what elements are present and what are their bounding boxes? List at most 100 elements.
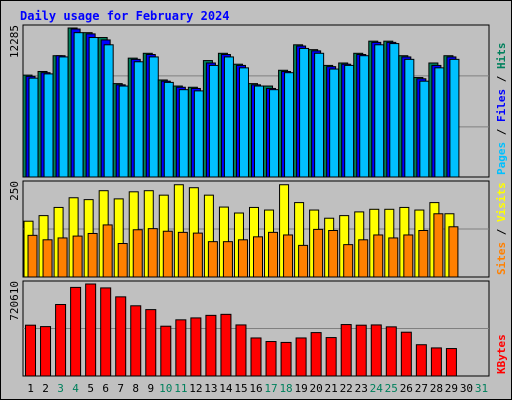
- bar-sites-day-25: [388, 237, 399, 278]
- x-tick-label-8: 8: [132, 382, 139, 395]
- bar-pages-day-6: [103, 44, 114, 178]
- legend-part-hits-files-pages-1: /: [495, 122, 508, 142]
- legend-part-hits-files-pages-0: Pages: [495, 142, 508, 175]
- bar-kbytes-day-7: [115, 296, 127, 377]
- bar-pages-day-1: [28, 77, 39, 178]
- bar-kbytes-day-2: [40, 326, 52, 377]
- x-tick-label-25: 25: [385, 382, 398, 395]
- x-tick-label-11: 11: [174, 382, 187, 395]
- bar-pages-day-11: [178, 89, 189, 178]
- x-tick-label-27: 27: [415, 382, 428, 395]
- bar-pages-day-7: [118, 85, 129, 178]
- bar-kbytes-day-1: [25, 324, 37, 377]
- bar-sites-day-27: [418, 230, 429, 278]
- bar-kbytes-day-29: [445, 348, 457, 377]
- bar-sites-day-4: [72, 235, 83, 278]
- x-tick-label-2: 2: [42, 382, 49, 395]
- chart-title: Daily usage for February 2024: [20, 9, 230, 23]
- scale-label-kbytes: 720610: [8, 281, 21, 321]
- bar-kbytes-day-12: [190, 317, 202, 377]
- bar-sites-day-26: [403, 234, 414, 278]
- bar-sites-day-9: [147, 228, 158, 278]
- x-tick-label-29: 29: [445, 382, 458, 395]
- bar-pages-day-13: [208, 64, 219, 178]
- x-tick-label-10: 10: [159, 382, 172, 395]
- bar-pages-day-15: [238, 67, 249, 178]
- legend-part-visits-sites-1: /: [495, 222, 508, 242]
- x-tick-label-14: 14: [219, 382, 233, 395]
- x-tick-label-15: 15: [234, 382, 247, 395]
- legend-part-hits-files-pages-3: /: [495, 69, 508, 89]
- x-tick-label-23: 23: [355, 382, 368, 395]
- x-tick-label-4: 4: [72, 382, 79, 395]
- bar-kbytes-day-28: [430, 347, 442, 377]
- bar-kbytes-day-14: [220, 313, 232, 377]
- bar-sites-day-1: [27, 234, 38, 278]
- bar-sites-day-29: [448, 226, 459, 278]
- bar-pages-day-27: [419, 80, 430, 178]
- bar-pages-day-16: [254, 85, 264, 178]
- x-tick-label-5: 5: [87, 382, 94, 395]
- bar-pages-day-5: [88, 37, 99, 178]
- bar-sites-day-12: [192, 232, 203, 278]
- scale-label-visits-sites: 250: [8, 181, 21, 201]
- bar-kbytes-day-16: [250, 337, 262, 377]
- bar-sites-day-24: [373, 234, 384, 278]
- bar-kbytes-day-13: [205, 314, 217, 377]
- bar-sites-day-2: [42, 239, 53, 278]
- x-tick-label-19: 19: [294, 382, 307, 395]
- legend-kbytes: KBytes: [495, 334, 508, 374]
- bar-kbytes-day-15: [235, 324, 247, 377]
- bar-pages-day-12: [193, 90, 204, 178]
- bar-kbytes-day-20: [310, 332, 322, 377]
- bar-sites-day-20: [313, 228, 324, 278]
- x-tick-label-26: 26: [400, 382, 413, 395]
- bar-kbytes-day-11: [175, 319, 187, 377]
- bar-kbytes-day-3: [55, 304, 67, 377]
- bar-kbytes-day-22: [340, 324, 352, 377]
- x-tick-label-22: 22: [340, 382, 353, 395]
- bar-sites-day-16: [253, 236, 263, 278]
- x-tick-label-6: 6: [102, 382, 109, 395]
- bar-sites-day-6: [102, 224, 113, 278]
- bar-kbytes-day-17: [265, 341, 277, 377]
- bar-sites-day-7: [117, 243, 128, 278]
- bar-pages-day-4: [73, 32, 84, 178]
- bar-pages-day-28: [434, 67, 445, 178]
- x-tick-label-16: 16: [249, 382, 262, 395]
- x-tick-label-28: 28: [430, 382, 443, 395]
- x-tick-label-12: 12: [189, 382, 202, 395]
- bar-pages-day-10: [163, 81, 174, 178]
- x-tick-label-1: 1: [27, 382, 34, 395]
- bar-kbytes-day-8: [130, 305, 142, 377]
- bar-sites-day-10: [162, 230, 173, 278]
- bar-kbytes-day-25: [385, 326, 397, 377]
- bar-pages-day-17: [269, 89, 280, 178]
- bar-pages-day-19: [299, 47, 310, 178]
- scale-label-hits-files-pages: 12285: [8, 25, 21, 58]
- bar-kbytes-day-4: [70, 286, 82, 377]
- x-tick-label-9: 9: [147, 382, 154, 395]
- bar-sites-day-28: [433, 213, 444, 278]
- bar-sites-day-23: [358, 239, 369, 278]
- bar-pages-day-21: [329, 68, 340, 178]
- bar-sites-day-8: [132, 229, 143, 278]
- x-tick-label-30: 30: [460, 382, 473, 395]
- bar-kbytes-day-6: [100, 287, 112, 377]
- x-tick-label-18: 18: [279, 382, 292, 395]
- legend-part-visits-sites-2: Visits: [495, 182, 508, 222]
- bar-kbytes-day-24: [370, 324, 382, 377]
- bar-pages-day-8: [133, 61, 144, 178]
- x-tick-label-3: 3: [57, 382, 64, 395]
- bar-kbytes-day-21: [325, 337, 337, 377]
- x-tick-label-17: 17: [264, 382, 277, 395]
- bar-pages-day-14: [223, 56, 234, 178]
- bar-sites-day-19: [298, 244, 309, 278]
- x-tick-label-7: 7: [117, 382, 124, 395]
- x-tick-label-31: 31: [475, 382, 488, 395]
- legend-part-hits-files-pages-2: Files: [495, 89, 508, 122]
- bar-kbytes-day-26: [400, 331, 412, 377]
- legend-part-visits-sites-0: Sites: [495, 242, 508, 275]
- bar-kbytes-day-5: [85, 283, 97, 377]
- x-tick-label-20: 20: [310, 382, 323, 395]
